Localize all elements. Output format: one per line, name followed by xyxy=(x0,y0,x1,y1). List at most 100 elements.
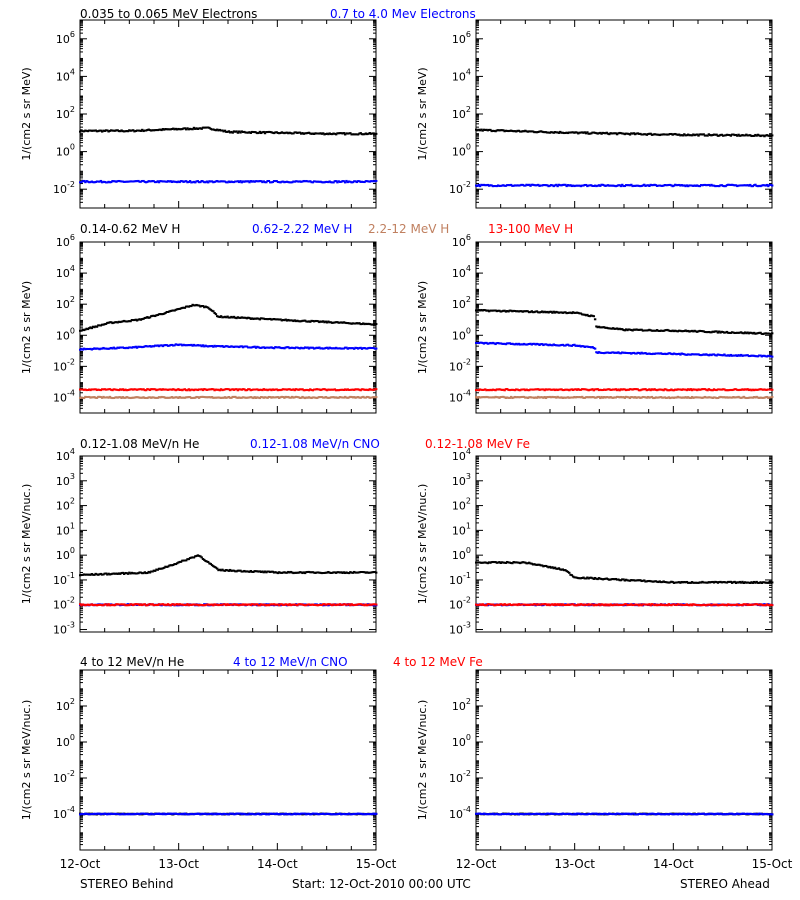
y-tick-label: 106 xyxy=(56,233,75,249)
data-point xyxy=(658,396,661,399)
data-point xyxy=(646,184,650,187)
data-point xyxy=(697,185,700,188)
data-point xyxy=(222,603,225,606)
data-point xyxy=(685,580,689,583)
data-point xyxy=(86,130,90,133)
y-tick-label: 10-2 xyxy=(53,596,75,612)
data-point xyxy=(599,388,602,391)
data-point xyxy=(711,330,714,333)
data-point xyxy=(534,563,537,566)
data-point xyxy=(147,396,150,399)
data-point xyxy=(513,309,517,312)
data-point xyxy=(322,347,325,350)
data-point xyxy=(564,396,567,399)
data-point xyxy=(493,388,496,391)
data-point xyxy=(183,388,187,391)
data-point xyxy=(131,129,135,132)
data-point xyxy=(174,396,178,399)
data-point xyxy=(582,388,585,391)
data-point xyxy=(712,330,716,333)
data-point xyxy=(252,397,255,400)
data-point xyxy=(160,603,163,606)
data-point xyxy=(245,345,249,348)
data-point xyxy=(369,132,373,135)
data-point xyxy=(80,181,83,184)
data-point xyxy=(263,181,267,184)
data-point xyxy=(244,180,247,183)
data-point xyxy=(649,132,652,135)
data-point xyxy=(592,603,596,606)
data-point xyxy=(613,578,616,581)
data-point xyxy=(212,388,215,391)
data-point xyxy=(328,180,331,183)
data-point xyxy=(319,180,322,183)
data-point xyxy=(643,396,646,399)
data-point xyxy=(690,329,694,332)
data-point xyxy=(239,316,242,319)
data-point xyxy=(657,581,660,584)
data-point xyxy=(213,389,216,392)
data-point xyxy=(266,131,269,134)
data-point xyxy=(621,132,624,135)
data-point xyxy=(280,388,284,391)
data-point xyxy=(276,131,280,134)
data-point xyxy=(349,571,352,574)
data-point xyxy=(363,388,366,391)
data-point xyxy=(89,396,92,399)
data-point xyxy=(763,396,766,399)
data-point xyxy=(351,571,355,574)
data-point xyxy=(491,341,495,344)
data-point xyxy=(152,569,156,572)
data-point xyxy=(495,185,499,188)
data-point xyxy=(561,343,565,346)
data-point xyxy=(340,347,343,350)
data-point xyxy=(234,345,237,348)
data-point xyxy=(549,396,553,399)
data-point xyxy=(138,571,141,574)
data-point xyxy=(725,389,729,392)
data-point xyxy=(125,604,128,607)
data-point xyxy=(522,388,526,391)
data-point xyxy=(367,571,370,574)
data-point xyxy=(522,561,526,564)
data-point xyxy=(500,184,504,187)
data-point xyxy=(116,603,119,606)
data-point xyxy=(223,345,227,348)
data-point xyxy=(341,180,344,183)
data-point xyxy=(679,329,682,332)
data-point xyxy=(591,346,594,349)
data-point xyxy=(340,388,343,391)
data-point xyxy=(150,315,153,318)
data-point xyxy=(129,397,132,400)
data-point xyxy=(542,131,545,134)
data-point xyxy=(275,179,278,182)
data-point xyxy=(553,604,557,607)
data-point xyxy=(350,322,353,325)
data-point xyxy=(702,388,705,391)
data-point xyxy=(173,128,176,131)
data-point xyxy=(124,604,127,607)
data-point xyxy=(529,311,532,314)
data-point xyxy=(579,185,583,188)
data-point xyxy=(88,573,91,576)
data-point xyxy=(591,388,594,391)
data-point xyxy=(478,185,482,188)
data-point xyxy=(191,388,194,391)
data-point xyxy=(604,396,607,399)
data-point xyxy=(188,127,192,130)
data-point xyxy=(494,185,497,188)
data-point xyxy=(170,396,174,399)
data-point xyxy=(81,388,84,391)
data-point xyxy=(747,389,751,392)
data-point xyxy=(710,331,713,334)
data-point xyxy=(502,309,505,312)
data-point xyxy=(564,183,567,186)
data-point xyxy=(312,347,316,350)
data-point xyxy=(633,328,637,331)
data-point xyxy=(487,389,491,392)
data-point xyxy=(272,388,276,391)
data-point xyxy=(485,395,488,398)
data-point xyxy=(225,345,228,348)
data-point xyxy=(333,388,337,391)
data-point xyxy=(765,183,769,186)
